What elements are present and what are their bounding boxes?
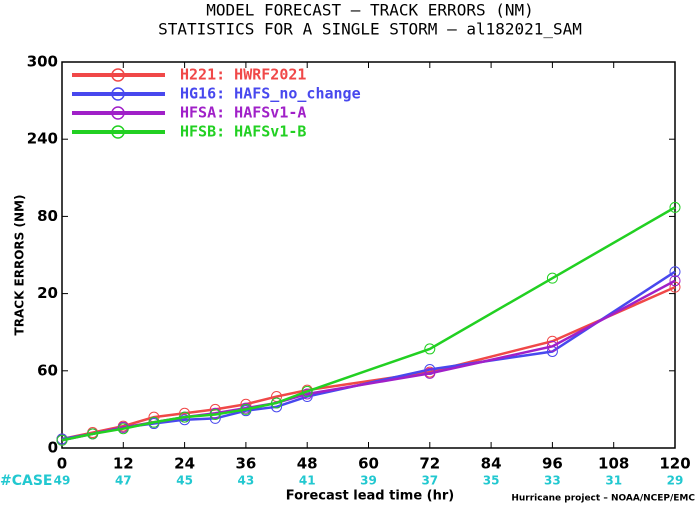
x-axis-label: Forecast lead time (hr) [286, 489, 454, 504]
case-count: 49 [54, 474, 71, 488]
case-count: 35 [483, 474, 500, 488]
legend-marker [111, 106, 125, 120]
case-count: 37 [421, 474, 438, 488]
point-marker [424, 343, 436, 355]
series-line [61, 286, 676, 441]
legend-marker [111, 87, 125, 101]
point-marker [271, 397, 283, 409]
y-tick-label: 0 [48, 439, 58, 457]
x-tick-label: 60 [358, 455, 379, 473]
legend-marker [111, 125, 125, 139]
legend-marker [111, 68, 125, 82]
chart-title: MODEL FORECAST – TRACK ERRORS (NM) [206, 1, 534, 20]
case-count: 29 [667, 474, 684, 488]
x-tick-label: 96 [542, 455, 563, 473]
y-tick-label: 300 [27, 53, 58, 71]
case-count: 47 [115, 474, 132, 488]
y-axis-label: TRACK ERRORS (NM) [13, 195, 27, 336]
legend-label: HFSA: HAFSv1-A [180, 104, 306, 122]
case-count: 45 [176, 474, 193, 488]
x-tick-label: 120 [659, 455, 690, 473]
plot-frame [61, 61, 676, 449]
point-marker [669, 281, 681, 293]
point-marker [669, 275, 681, 287]
point-marker [301, 385, 313, 397]
case-count: 43 [238, 474, 255, 488]
y-tick-label: 60 [37, 361, 58, 379]
legend-label: HFSB: HAFSv1-B [180, 123, 306, 141]
point-marker [546, 340, 558, 352]
legend-label: H221: HWRF2021 [180, 66, 306, 84]
point-marker [56, 434, 68, 446]
case-count: 39 [360, 474, 377, 488]
case-count: 31 [605, 474, 622, 488]
y-tick-label: 240 [27, 130, 58, 148]
series-line [61, 206, 676, 442]
legend-label: HG16: HAFS_no_change [180, 85, 361, 103]
x-tick-label: 48 [297, 455, 318, 473]
x-tick-label: 72 [419, 455, 440, 473]
x-tick-label: 36 [235, 455, 256, 473]
point-marker [424, 367, 436, 379]
case-label: #CASE [0, 473, 53, 489]
y-tick-label: 80 [37, 207, 58, 225]
case-count: 33 [544, 474, 561, 488]
footnote: Hurricane project – NOAA/NCEP/EMC [511, 494, 695, 504]
x-tick-label: 24 [174, 455, 195, 473]
point-marker [209, 409, 221, 421]
series-line [61, 270, 676, 441]
point-marker [179, 414, 191, 426]
x-tick-label: 0 [57, 455, 67, 473]
point-marker [87, 428, 99, 440]
point-marker [546, 272, 558, 284]
chart-subtitle: STATISTICS FOR A SINGLE STORM – al182021… [158, 20, 582, 39]
point-marker [117, 423, 129, 435]
point-marker [240, 403, 252, 415]
x-tick-label: 108 [598, 455, 629, 473]
x-tick-label: 84 [481, 455, 502, 473]
point-marker [179, 411, 191, 423]
case-count: 41 [299, 474, 316, 488]
y-tick-label: 20 [37, 284, 58, 302]
x-tick-label: 12 [113, 455, 134, 473]
point-marker [669, 266, 681, 278]
point-marker [148, 416, 160, 428]
point-marker [669, 201, 681, 213]
